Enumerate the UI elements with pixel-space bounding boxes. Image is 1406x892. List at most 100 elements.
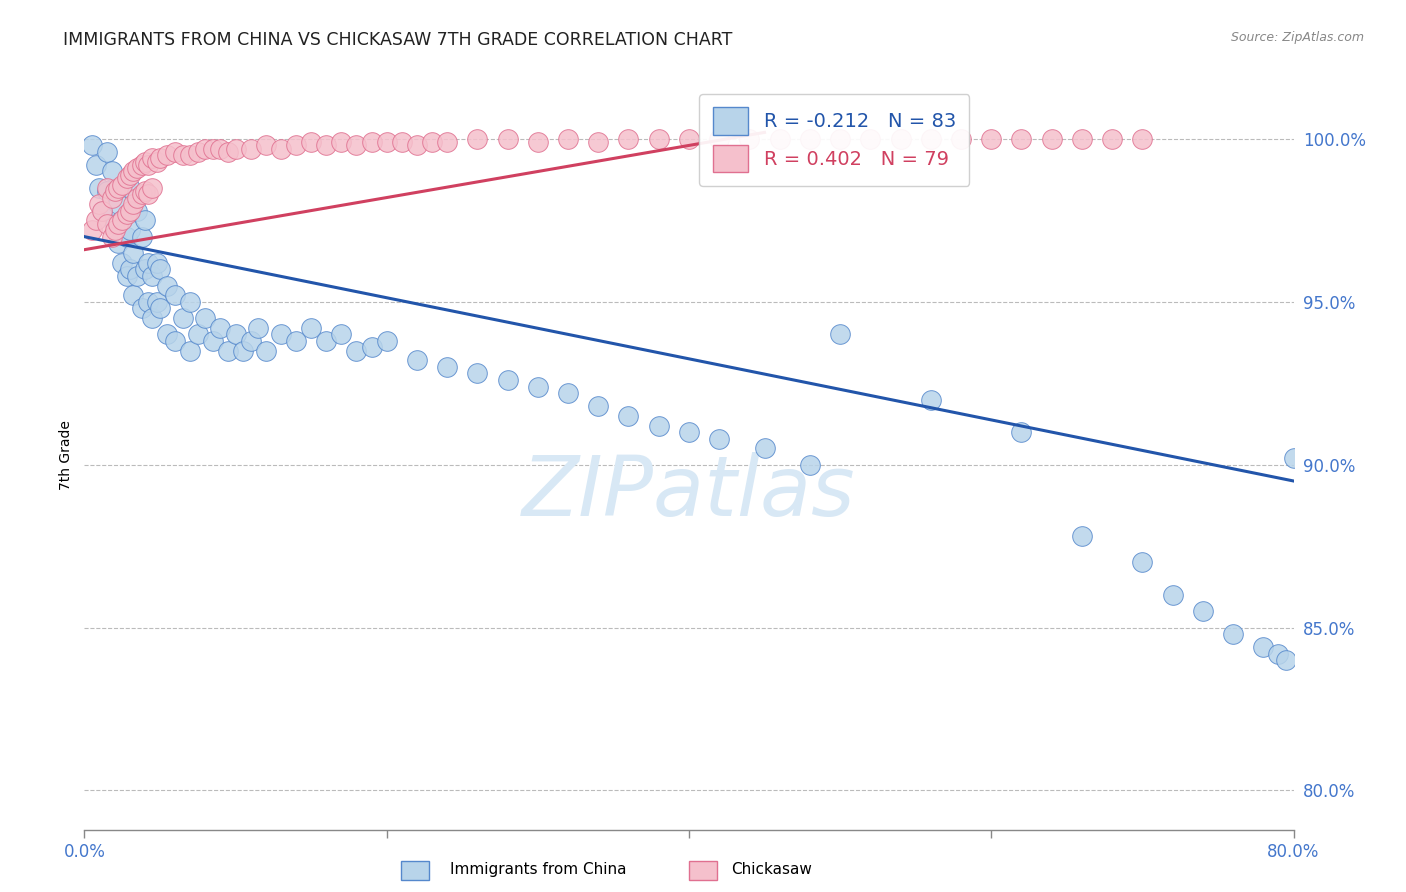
Point xyxy=(201,142,224,156)
Point xyxy=(127,268,149,283)
Point xyxy=(127,190,149,204)
Point xyxy=(1275,653,1298,667)
Point xyxy=(1253,640,1275,654)
Point xyxy=(299,321,322,335)
Point xyxy=(830,132,852,146)
Point xyxy=(107,217,129,231)
Point xyxy=(107,181,129,195)
Point xyxy=(217,145,239,159)
Point xyxy=(134,262,156,277)
Point xyxy=(115,229,138,244)
Point xyxy=(375,135,398,149)
Point xyxy=(115,171,138,186)
Point xyxy=(406,353,429,368)
Point xyxy=(165,334,187,348)
Point xyxy=(239,334,262,348)
Point xyxy=(678,132,700,146)
Point xyxy=(91,203,114,218)
Point xyxy=(111,178,134,192)
Point xyxy=(420,135,443,149)
Point xyxy=(648,132,671,146)
Point xyxy=(96,181,118,195)
Point xyxy=(1222,627,1244,641)
Text: Source: ZipAtlas.com: Source: ZipAtlas.com xyxy=(1230,31,1364,45)
Point xyxy=(156,278,179,293)
Point xyxy=(165,145,187,159)
Point xyxy=(149,152,172,166)
Point xyxy=(91,203,114,218)
Point xyxy=(136,256,159,270)
Point xyxy=(799,458,821,472)
Point xyxy=(830,327,852,342)
Point xyxy=(179,148,201,162)
Point xyxy=(1282,451,1305,466)
Point xyxy=(1161,588,1184,602)
Point xyxy=(141,311,163,326)
Point xyxy=(330,135,353,149)
Point xyxy=(131,229,153,244)
Point xyxy=(209,142,232,156)
Point xyxy=(194,142,217,156)
Point xyxy=(527,379,550,393)
Point xyxy=(136,187,159,202)
Point xyxy=(270,142,292,156)
Point xyxy=(104,217,127,231)
Point xyxy=(920,392,942,407)
Point xyxy=(467,367,489,381)
Point xyxy=(134,154,156,169)
Point xyxy=(648,418,671,433)
Point xyxy=(285,334,308,348)
Point xyxy=(118,181,141,195)
Point xyxy=(141,152,163,166)
Point xyxy=(406,138,429,153)
Point xyxy=(86,158,108,172)
Text: IMMIGRANTS FROM CHINA VS CHICKASAW 7TH GRADE CORRELATION CHART: IMMIGRANTS FROM CHINA VS CHICKASAW 7TH G… xyxy=(63,31,733,49)
Point xyxy=(225,327,247,342)
Point xyxy=(467,132,489,146)
Point xyxy=(111,213,134,227)
Point xyxy=(980,132,1002,146)
Point xyxy=(134,213,156,227)
Point xyxy=(709,132,731,146)
Point xyxy=(149,301,172,316)
Point xyxy=(172,311,194,326)
Point xyxy=(496,132,519,146)
Point xyxy=(315,138,337,153)
Point xyxy=(107,197,129,211)
Point xyxy=(104,223,127,237)
Point xyxy=(285,138,308,153)
Point xyxy=(172,148,194,162)
Point xyxy=(149,262,172,277)
Point xyxy=(100,164,122,178)
Point xyxy=(100,229,122,244)
Point xyxy=(131,301,153,316)
Point xyxy=(131,187,153,202)
Point xyxy=(201,334,224,348)
Point xyxy=(115,207,138,221)
Point xyxy=(557,132,579,146)
Point xyxy=(1192,604,1215,618)
Point xyxy=(754,442,776,456)
Point xyxy=(179,294,201,309)
Point xyxy=(360,340,382,354)
Point xyxy=(127,161,149,176)
Point xyxy=(1267,647,1289,661)
Point xyxy=(225,142,247,156)
Point xyxy=(859,132,882,146)
Point xyxy=(141,181,163,195)
Point xyxy=(270,327,292,342)
Point xyxy=(131,158,153,172)
Point xyxy=(134,184,156,198)
Point xyxy=(89,181,111,195)
Point xyxy=(950,132,973,146)
Point xyxy=(187,327,209,342)
Point xyxy=(136,158,159,172)
Point xyxy=(346,138,368,153)
Point xyxy=(254,343,277,358)
Point xyxy=(1130,132,1153,146)
Point xyxy=(1011,132,1033,146)
Point xyxy=(80,223,103,237)
Text: Immigrants from China: Immigrants from China xyxy=(450,863,627,877)
Point xyxy=(118,168,141,182)
Point xyxy=(247,321,270,335)
